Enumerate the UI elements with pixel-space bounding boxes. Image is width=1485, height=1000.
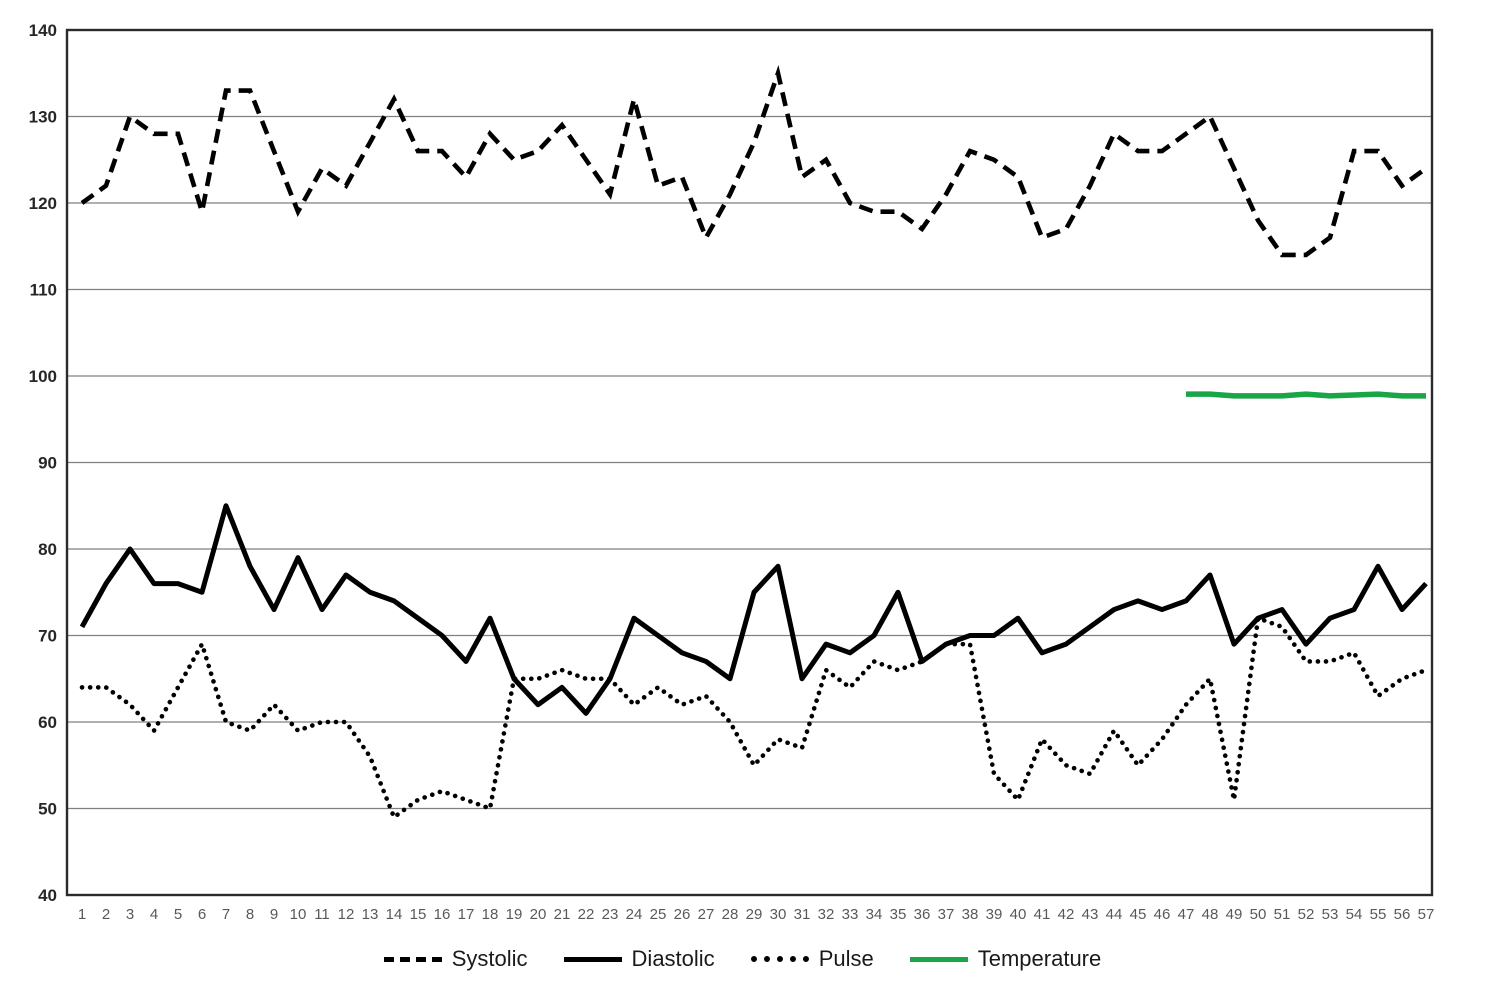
x-axis-tick-label: 34 [866, 906, 883, 923]
legend-item-systolic: Systolic [383, 946, 528, 972]
legend-swatch-systolic [383, 956, 442, 962]
x-axis-tick-label: 30 [770, 906, 787, 923]
x-axis-tick-label: 36 [914, 906, 931, 923]
x-axis-tick-label: 45 [1130, 906, 1147, 923]
x-axis-tick-label: 27 [698, 906, 715, 923]
x-axis-tick-label: 9 [270, 906, 278, 923]
legend-item-diastolic: Diastolic [563, 946, 715, 972]
x-axis-tick-label: 17 [458, 906, 475, 923]
x-axis-tick-label: 50 [1250, 906, 1267, 923]
x-axis-tick-label: 53 [1322, 906, 1339, 923]
y-axis-tick-label: 70 [38, 627, 57, 646]
x-axis-tick-label: 44 [1106, 906, 1123, 923]
x-axis-tick-label: 51 [1274, 906, 1291, 923]
x-axis-tick-label: 20 [530, 906, 547, 923]
x-axis-tick-label: 57 [1418, 906, 1435, 923]
legend-swatch-pulse [750, 956, 809, 962]
legend-label: Temperature [977, 946, 1102, 971]
x-axis-tick-label: 18 [482, 906, 499, 923]
x-axis-tick-label: 3 [126, 906, 134, 923]
legend-label: Pulse [818, 946, 874, 971]
x-axis-tick-label: 15 [410, 906, 427, 923]
y-axis-tick-label: 80 [38, 540, 57, 559]
systolic-line [80, 64, 1428, 258]
legend-label: Systolic [451, 946, 528, 971]
y-axis-tick-label: 90 [38, 454, 57, 473]
x-axis-tick-label: 23 [602, 906, 619, 923]
x-axis-tick-label: 49 [1226, 906, 1243, 923]
plot-border [65, 28, 1434, 897]
diastolic-line [79, 503, 1428, 716]
pulse-line [79, 615, 1429, 821]
x-axis-tick-label: 13 [362, 906, 379, 923]
x-axis-tick-label: 35 [890, 906, 907, 923]
y-axis-tick-label: 110 [30, 281, 57, 300]
x-axis-tick-label: 6 [198, 906, 206, 923]
x-axis-tick-label: 29 [746, 906, 763, 923]
x-axis-tick-label: 21 [554, 906, 571, 923]
x-axis-tick-label: 39 [986, 906, 1003, 923]
y-axis-tick-label: 130 [29, 108, 57, 127]
x-axis-tick-label: 5 [174, 906, 182, 923]
y-axis-tick-label: 50 [38, 800, 57, 819]
x-axis-tick-label: 47 [1178, 906, 1195, 923]
y-axis-tick-label: 100 [29, 367, 57, 386]
x-axis-tick-label: 56 [1394, 906, 1411, 923]
x-axis-tick-label: 8 [246, 906, 254, 923]
x-axis-tick-label: 52 [1298, 906, 1315, 923]
x-axis-tick-label: 40 [1010, 906, 1027, 923]
legend-label: Diastolic [631, 946, 715, 971]
x-axis-tick-label: 22 [578, 906, 595, 923]
y-axis-tick-label: 120 [29, 194, 57, 213]
x-axis-tick-label: 55 [1370, 906, 1387, 923]
x-axis-tick-label: 11 [314, 906, 330, 923]
x-axis-tick-label: 37 [938, 906, 955, 923]
x-axis-tick-label: 24 [626, 906, 643, 923]
x-axis-tick-label: 7 [222, 906, 230, 923]
x-axis-tick-label: 31 [794, 906, 811, 923]
y-axis-tick-label: 60 [38, 713, 57, 732]
x-axis-tick-label: 16 [434, 906, 451, 923]
legend-item-temperature: Temperature [909, 946, 1102, 972]
x-axis-tick-label: 19 [506, 906, 523, 923]
x-axis-tick-label: 42 [1058, 906, 1075, 923]
legend-swatch-diastolic [563, 956, 622, 962]
x-axis-tick-label: 43 [1082, 906, 1099, 923]
x-axis-tick-label: 54 [1346, 906, 1363, 923]
temperature-line [1186, 391, 1426, 399]
x-axis-tick-label: 10 [290, 906, 307, 923]
x-axis-tick-label: 25 [650, 906, 667, 923]
y-axis-tick-label: 40 [38, 886, 57, 905]
x-axis-tick-label: 26 [674, 906, 691, 923]
x-axis-tick-label: 2 [102, 906, 110, 923]
x-axis-tick-label: 48 [1202, 906, 1219, 923]
x-axis-tick-label: 33 [842, 906, 859, 923]
x-axis-tick-label: 32 [818, 906, 835, 923]
x-axis-tick-label: 14 [386, 906, 403, 923]
legend-item-pulse: Pulse [750, 946, 874, 972]
x-axis-tick-label: 41 [1034, 906, 1051, 923]
legend-swatch-temperature [909, 956, 968, 962]
x-axis-tick-label: 46 [1154, 906, 1171, 923]
x-axis-tick-label: 12 [338, 906, 355, 923]
x-axis-tick-label: 1 [78, 906, 86, 923]
chart-legend: Systolic Diastolic Pulse Temperature [0, 946, 1485, 972]
x-axis-tick-label: 28 [722, 906, 739, 923]
x-axis-tick-label: 38 [962, 906, 979, 923]
y-axis-tick-label: 140 [29, 21, 57, 40]
x-axis-tick-label: 4 [150, 906, 158, 923]
